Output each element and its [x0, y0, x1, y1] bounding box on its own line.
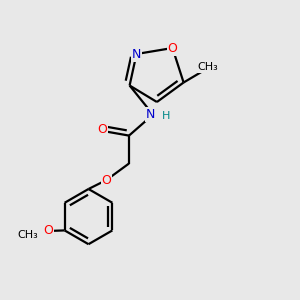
Text: O: O — [97, 123, 107, 136]
Text: O: O — [168, 41, 177, 55]
Text: CH₃: CH₃ — [17, 230, 38, 240]
Text: O: O — [43, 224, 53, 238]
Text: CH₃: CH₃ — [197, 62, 218, 73]
Text: O: O — [102, 173, 111, 187]
Text: N: N — [132, 47, 141, 61]
Text: N: N — [146, 108, 155, 121]
Text: H: H — [161, 111, 170, 121]
